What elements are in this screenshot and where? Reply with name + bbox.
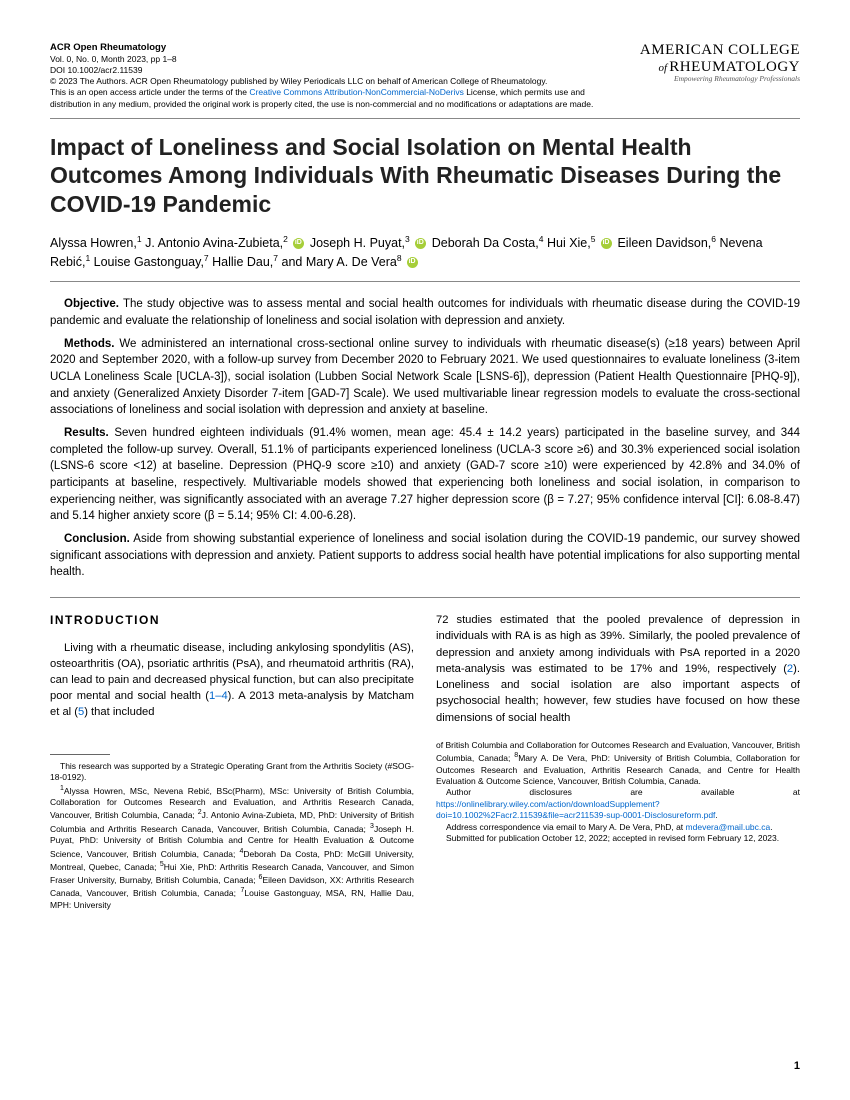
body-col-right: 72 studies estimated that the pooled pre… — [436, 612, 800, 726]
article-title: Impact of Loneliness and Social Isolatio… — [50, 133, 800, 219]
orcid-icon[interactable] — [601, 238, 612, 249]
orcid-icon[interactable] — [293, 238, 304, 249]
journal-name: ACR Open Rheumatology — [50, 42, 600, 54]
abstract: Objective. The study objective was to as… — [50, 296, 800, 581]
orcid-icon[interactable] — [407, 257, 418, 268]
footnotes: This research was supported by a Strateg… — [50, 740, 800, 911]
footnotes-left: This research was supported by a Strateg… — [50, 740, 414, 911]
disclosure-link[interactable]: https://onlinelibrary.wiley.com/action/d… — [436, 799, 715, 820]
copyright-line: © 2023 The Authors. ACR Open Rheumatolog… — [50, 76, 600, 87]
license-link[interactable]: Creative Commons Attribution-NonCommerci… — [249, 87, 463, 97]
footnote-rule — [50, 754, 110, 755]
header-divider — [50, 118, 800, 119]
correspondence-email[interactable]: mdevera@mail.ubc.ca — [686, 822, 771, 832]
intro-para-cont: 72 studies estimated that the pooled pre… — [436, 612, 800, 726]
ref-link[interactable]: 1–4 — [209, 690, 228, 702]
license-line: This is an open access article under the… — [50, 87, 600, 109]
body-col-left: INTRODUCTION Living with a rheumatic dis… — [50, 612, 414, 726]
header-row: ACR Open Rheumatology Vol. 0, No. 0, Mon… — [50, 42, 800, 110]
doi-line: DOI 10.1002/acr2.11539 — [50, 65, 600, 76]
journal-info: ACR Open Rheumatology Vol. 0, No. 0, Mon… — [50, 42, 600, 110]
abstract-divider — [50, 597, 800, 598]
orcid-icon[interactable] — [415, 238, 426, 249]
volume-line: Vol. 0, No. 0, Month 2023, pp 1–8 — [50, 54, 600, 65]
author-divider — [50, 281, 800, 282]
page-number: 1 — [794, 1060, 800, 1072]
body-columns: INTRODUCTION Living with a rheumatic dis… — [50, 612, 800, 726]
publisher-logo: AMERICAN COLLEGE of RHEUMATOLOGY Empower… — [640, 42, 800, 83]
intro-heading: INTRODUCTION — [50, 612, 414, 629]
footnotes-right: of British Columbia and Collaboration fo… — [436, 740, 800, 911]
author-list: Alyssa Howren,1 J. Antonio Avina-Zubieta… — [50, 233, 800, 272]
intro-para: Living with a rheumatic disease, includi… — [50, 640, 414, 721]
